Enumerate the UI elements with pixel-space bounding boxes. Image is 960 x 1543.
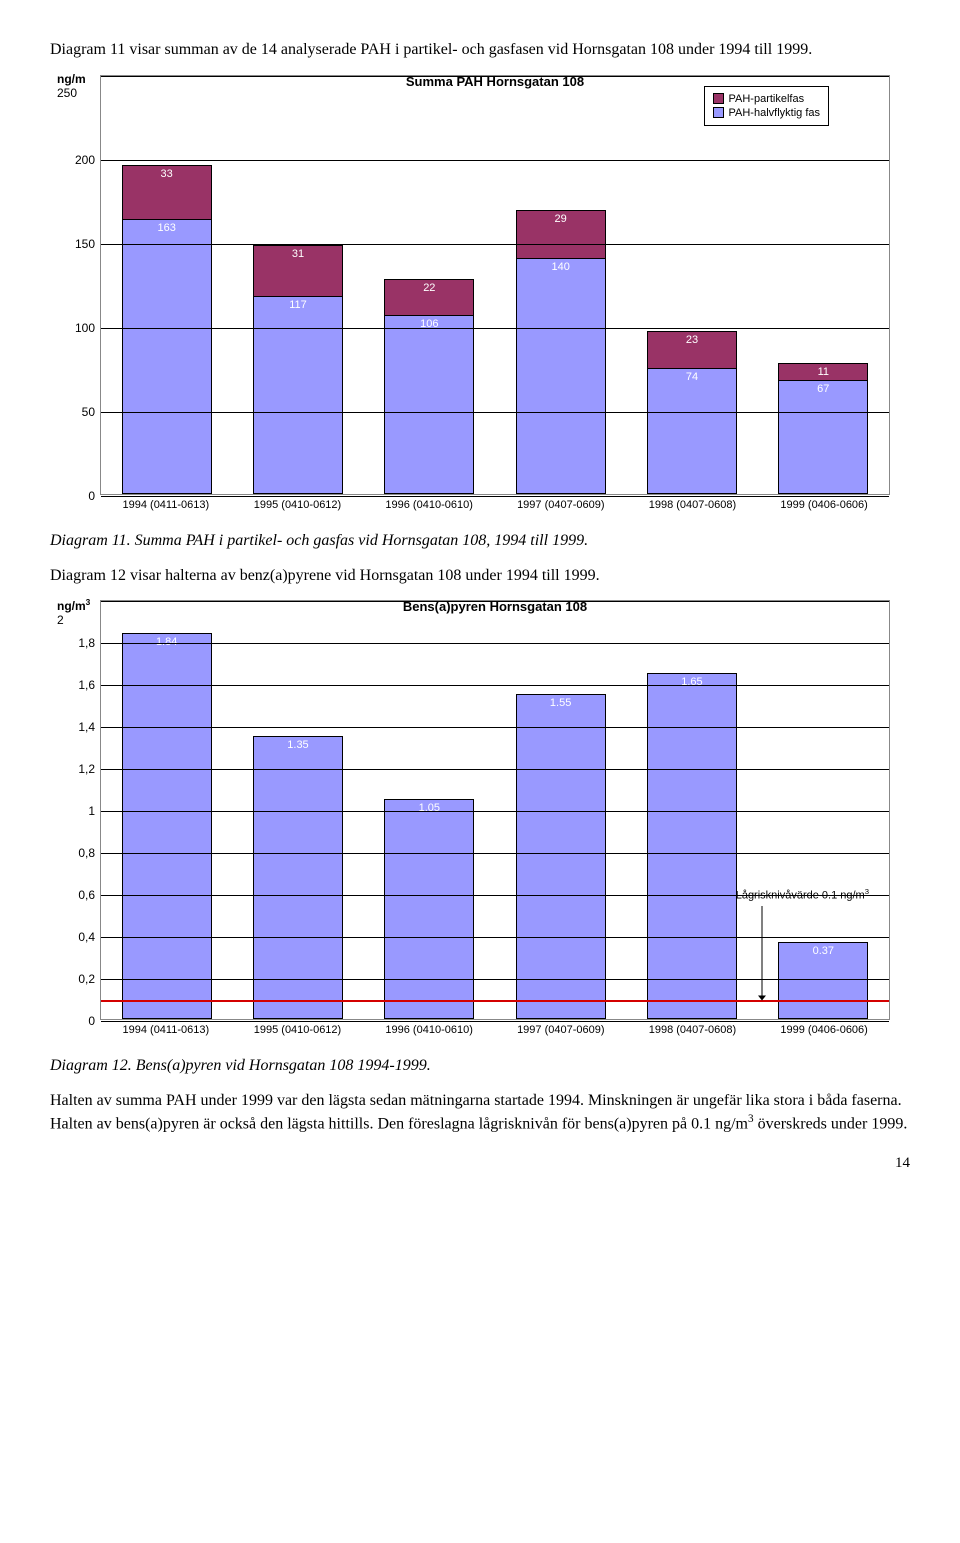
chart-2-bar: 1.35 xyxy=(253,736,343,1020)
chart-1-xtick: 1997 (0407-0609) xyxy=(516,499,606,511)
chart-1-ytick: 50 xyxy=(82,405,95,419)
intro-paragraph-1: Diagram 11 visar summan av de 14 analyse… xyxy=(50,40,910,61)
chart-2-ytick: 1,8 xyxy=(78,636,95,650)
chart-1-xtick: 1999 (0406-0606) xyxy=(779,499,869,511)
chart-1-ytick: 200 xyxy=(75,153,95,167)
chart-2-ytick: 0,4 xyxy=(78,930,95,944)
chart-1-region: ng/m250 Summa PAH Hornsgatan 108 PAH-par… xyxy=(50,75,910,511)
chart-2-xtick: 1999 (0406-0606) xyxy=(779,1024,869,1036)
chart-2-xtick: 1998 (0407-0608) xyxy=(647,1024,737,1036)
chart-2-ytick: 1 xyxy=(88,804,95,818)
chart-1-ytick: 150 xyxy=(75,237,95,251)
chart-1-ylabel: ng/m250 xyxy=(57,72,86,100)
chart-2-xtick: 1997 (0407-0609) xyxy=(516,1024,606,1036)
chart-2-bars: 1.84 1.35 1.05 1.55 1.65 0.37 xyxy=(101,601,889,1019)
chart-2-xtick: 1995 (0410-0612) xyxy=(252,1024,342,1036)
chart-2-bar: 1.55 xyxy=(516,694,606,1020)
chart-2-bar: 1.05 xyxy=(384,799,474,1020)
chart-2-ytick: 0,2 xyxy=(78,972,95,986)
chart-2-ytick: 1,6 xyxy=(78,678,95,692)
chart-1-xtick: 1998 (0407-0608) xyxy=(647,499,737,511)
chart-1-bar: 31117 xyxy=(253,245,343,494)
chart-1-ytick: 100 xyxy=(75,321,95,335)
chart-1-caption: Diagram 11. Summa PAH i partikel- och ga… xyxy=(50,531,910,552)
chart-2-ytick: 0,8 xyxy=(78,846,95,860)
chart-2-xtick: 1996 (0410-0610) xyxy=(384,1024,474,1036)
chart-2-ytick: 1,2 xyxy=(78,762,95,776)
chart-2-region: ng/m32 Bens(a)pyren Hornsgatan 108 1.841… xyxy=(50,600,910,1036)
chart-1-xaxis: 1994 (0411-0613) 1995 (0410-0612) 1996 (04… xyxy=(100,499,890,511)
chart-2-bar: 0.37 xyxy=(778,942,868,1020)
chart-1-xtick: 1995 (0410-0612) xyxy=(252,499,342,511)
reference-line-label: Lågrisknivåvärde 0.1 ng/m3 xyxy=(736,887,869,902)
closing-paragraph: Halten av summa PAH under 1999 var den l… xyxy=(50,1091,910,1135)
chart-2-xtick: 1994 (0411-0613) xyxy=(121,1024,211,1036)
chart-1-bar: 22106 xyxy=(384,279,474,494)
reference-line xyxy=(101,1000,889,1002)
chart-2-bar: 1.65 xyxy=(647,673,737,1020)
chart-2-ytick: 0 xyxy=(88,1014,95,1028)
chart-1-bar: 1167 xyxy=(778,363,868,494)
intro-paragraph-2: Diagram 12 visar halterna av benz(a)pyre… xyxy=(50,566,910,587)
chart-2-ytick: 0,6 xyxy=(78,888,95,902)
chart-1-plot: ng/m250 Summa PAH Hornsgatan 108 PAH-par… xyxy=(100,75,890,495)
chart-2-ytick: 1,4 xyxy=(78,720,95,734)
chart-2-xaxis: 1994 (0411-0613) 1995 (0410-0612) 1996 (04… xyxy=(100,1024,890,1036)
chart-1-bar: 29140 xyxy=(516,210,606,494)
chart-1-bar: 33163 xyxy=(122,165,212,494)
arrow-icon xyxy=(755,906,769,1006)
chart-1-ytick: 0 xyxy=(88,489,95,503)
page-number: 14 xyxy=(50,1155,910,1172)
chart-2-bar: 1.84 xyxy=(122,633,212,1019)
chart-2-ylabel: ng/m32 xyxy=(57,597,90,627)
chart-1-xtick: 1996 (0410-0610) xyxy=(384,499,474,511)
chart-1-xtick: 1994 (0411-0613) xyxy=(121,499,211,511)
chart-1-bars: 3316331117221062914023741167 xyxy=(101,76,889,494)
chart-2-caption: Diagram 12. Bens(a)pyren vid Hornsgatan … xyxy=(50,1056,910,1077)
chart-2-plot: ng/m32 Bens(a)pyren Hornsgatan 108 1.841… xyxy=(100,600,890,1020)
